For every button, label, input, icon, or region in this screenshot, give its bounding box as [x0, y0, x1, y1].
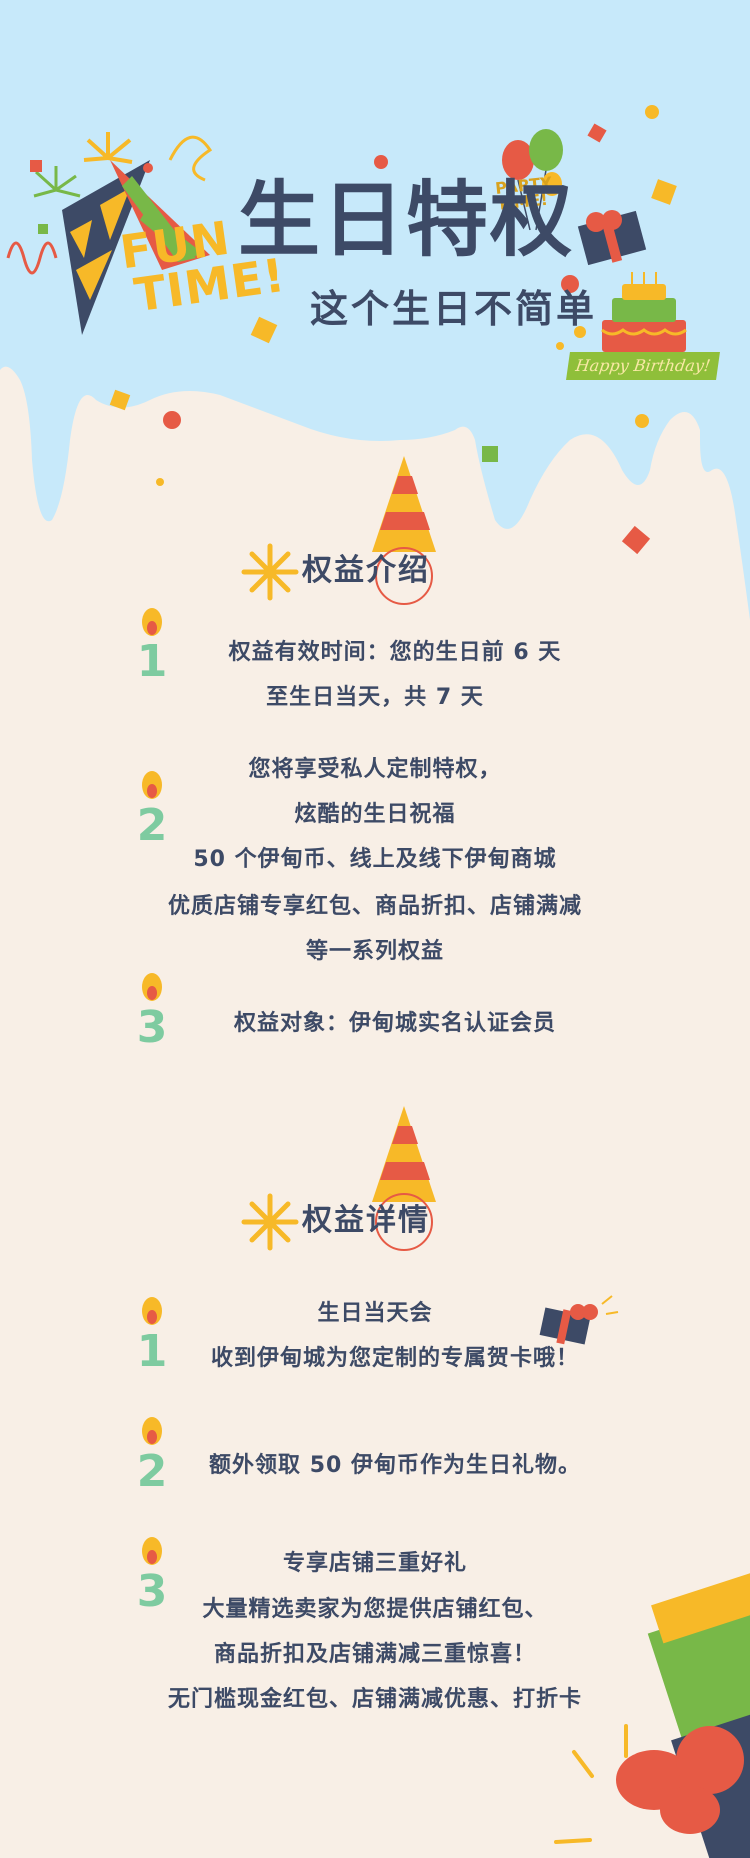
page-title: 生日特权 [238, 173, 575, 268]
details-item-3-line-1: 专享店铺三重好礼 [282, 1551, 467, 1576]
intro-number-3: 3 [136, 1002, 168, 1053]
section-sparkle-icon-2 [241, 1193, 299, 1251]
intro-item-2-line-3: 50 个伊甸币、线上及线下伊甸商城 [193, 847, 557, 872]
details-item-3-line-4: 无门槛现金红包、店铺满减优惠、打折卡 [167, 1687, 582, 1712]
section-sparkle-icon-1 [241, 543, 299, 601]
striped-hat-icon [110, 160, 210, 270]
section-hat-icon-2 [372, 1106, 436, 1251]
details-item-3-line-3: 商品折扣及店铺满减三重惊喜！ [213, 1642, 536, 1667]
intro-item-1-line-1: 权益有效时间：您的生日前 6 天 [228, 640, 562, 665]
page-subtitle: 这个生日不简单 [310, 287, 598, 331]
intro-item-2-line-2: 炫酷的生日祝福 [294, 802, 456, 827]
balloons-icon [502, 129, 563, 231]
details-item-1-line-2: 收到伊甸城为您定制的专属贺卡哦！ [210, 1346, 579, 1371]
intro-item-1-line-2: 至生日当天，共 7 天 [266, 685, 484, 710]
intro-item-2-line-1: 您将享受私人定制特权， [248, 757, 502, 782]
squiggle-icon [6, 241, 58, 275]
details-number-3: 3 [136, 1566, 168, 1617]
party-hat-left-icon [62, 160, 150, 335]
happy-birthday-banner: Happy Birthday! [566, 352, 720, 380]
section-hat-icon-1 [372, 456, 436, 605]
details-section-title: 权益详情 [302, 1203, 430, 1238]
intro-number-1: 1 [136, 636, 168, 687]
sparkle-icon [83, 132, 133, 164]
candle-flames [142, 608, 162, 1565]
details-number-1: 1 [136, 1326, 168, 1377]
details-item-3-line-2: 大量精选卖家为您提供店铺红包、 [202, 1597, 548, 1622]
big-gift-icon [554, 1565, 750, 1858]
details-item-1-line-1: 生日当天会 [317, 1301, 433, 1326]
green-sparkle-icon [33, 166, 81, 198]
birthday-cake-icon [601, 272, 687, 352]
intro-item-3-line-1: 权益对象：伊甸城实名认证会员 [233, 1011, 556, 1036]
details-item-2-line-1: 额外领取 50 伊甸币作为生日礼物。 [209, 1453, 581, 1478]
small-gift-icon [539, 1295, 619, 1345]
details-number-2: 2 [136, 1446, 168, 1497]
intro-number-2: 2 [136, 800, 168, 851]
gift-box-top-icon [577, 210, 647, 266]
intro-item-2-line-5: 等一系列权益 [305, 939, 444, 964]
intro-section-title: 权益介绍 [302, 553, 430, 588]
intro-item-2-line-4: 优质店铺专享红包、商品折扣、店铺满减 [167, 894, 582, 919]
